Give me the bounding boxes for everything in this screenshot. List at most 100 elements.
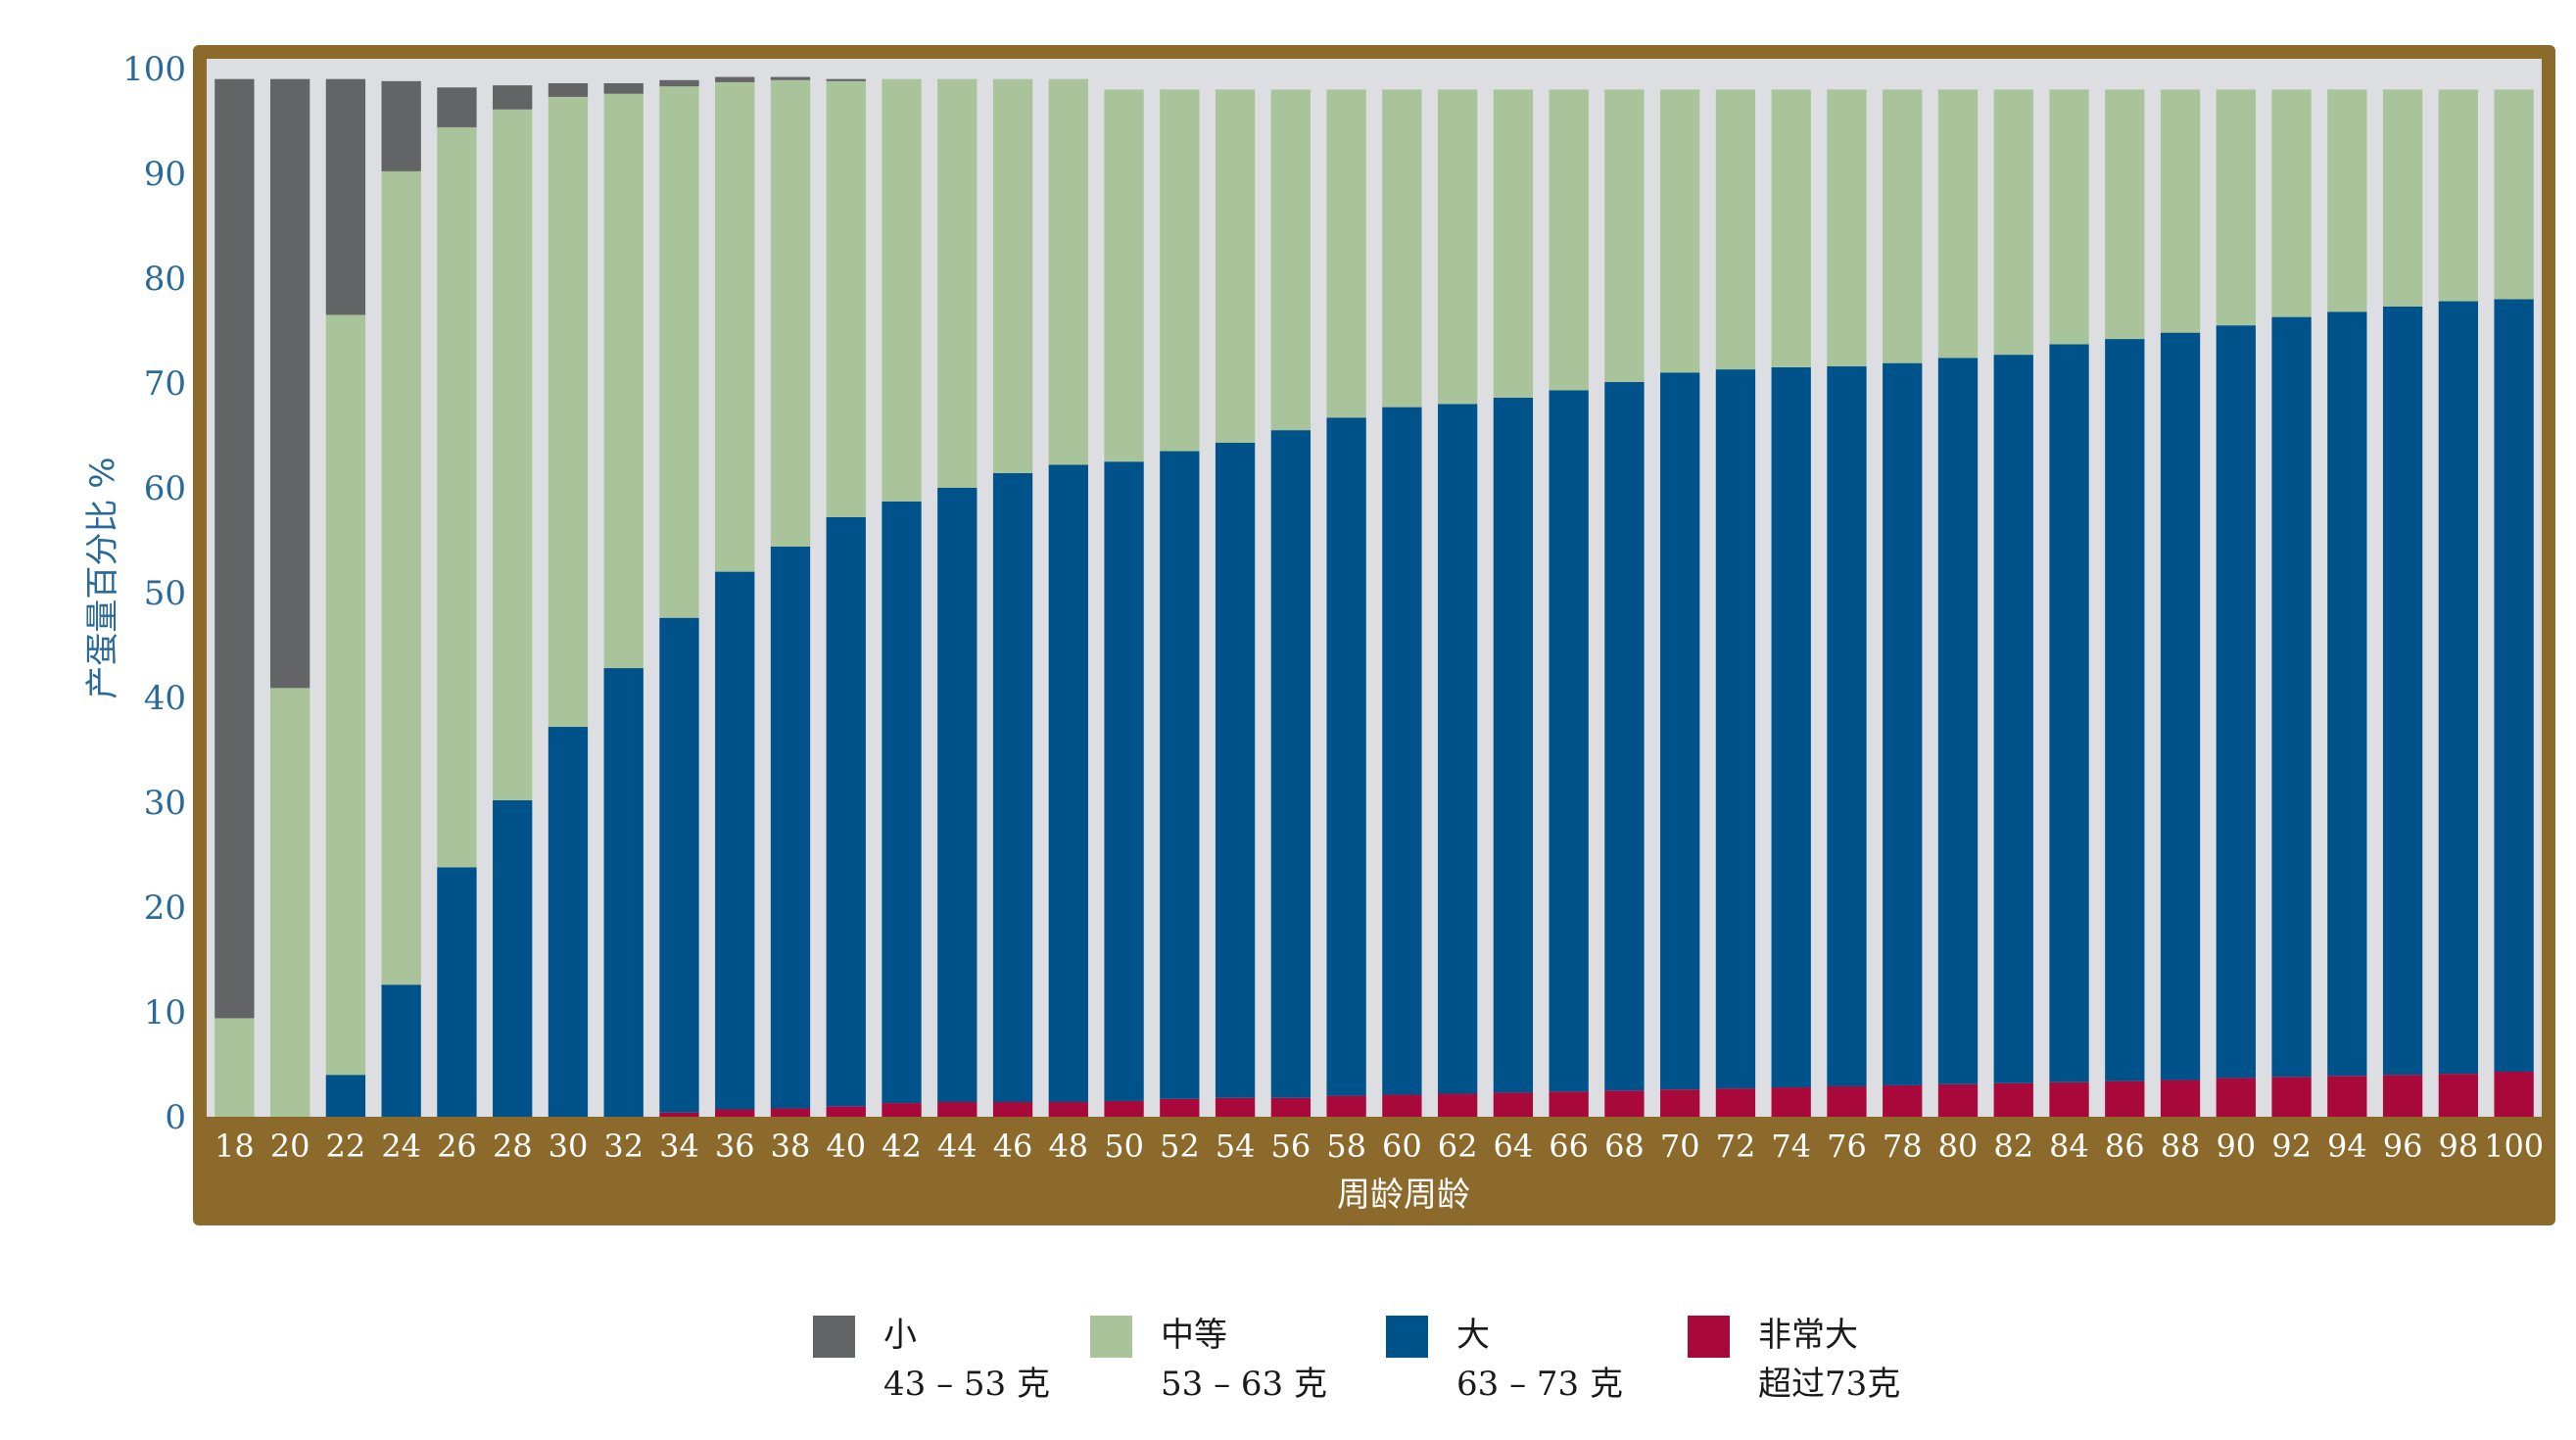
- bar-segment-medium-78: [1883, 89, 1923, 363]
- bar-segment-large-24: [381, 984, 421, 1117]
- bar-segment-xlarge-58: [1326, 1095, 1366, 1117]
- legend-label: 大: [1456, 1316, 1490, 1355]
- bar-segment-medium-100: [2494, 89, 2534, 300]
- y-tick-label: 50: [144, 574, 186, 613]
- bar-segment-medium-28: [493, 109, 533, 800]
- bar-segment-large-46: [992, 473, 1033, 1103]
- y-axis-tick-labels: 0 10 20 30 40 50 60 70 80 90 100: [122, 50, 186, 1137]
- bar-segment-medium-62: [1437, 89, 1478, 405]
- bar-segment-xlarge-84: [2049, 1081, 2089, 1117]
- bar-segment-medium-86: [2105, 89, 2145, 340]
- x-tick-label: 24: [381, 1128, 421, 1165]
- bar-segment-medium-72: [1715, 89, 1756, 370]
- legend-label: 中等: [1161, 1316, 1227, 1355]
- legend-swatch-medium: [1090, 1316, 1132, 1358]
- x-tick-label: 80: [1938, 1128, 1979, 1165]
- x-tick-label: 100: [2484, 1128, 2544, 1165]
- bar-segment-xlarge-86: [2105, 1080, 2145, 1117]
- x-tick-label: 22: [326, 1128, 366, 1165]
- bar-segment-medium-76: [1827, 89, 1867, 366]
- bar-segment-large-38: [770, 546, 811, 1109]
- bar-segment-medium-42: [882, 78, 922, 502]
- bar-segment-medium-98: [2438, 89, 2479, 302]
- bar-segment-large-40: [826, 516, 866, 1107]
- x-tick-label: 20: [270, 1128, 310, 1165]
- bar-segment-xlarge-36: [715, 1109, 755, 1117]
- x-tick-label: 70: [1660, 1128, 1700, 1165]
- x-tick-label: 88: [2161, 1128, 2201, 1165]
- bar-segment-large-34: [659, 617, 699, 1113]
- x-tick-label: 98: [2439, 1128, 2479, 1165]
- bar-segment-medium-96: [2382, 89, 2423, 307]
- legend-range: 超过73克: [1758, 1365, 1901, 1404]
- legend-range: 43 – 53 克: [883, 1365, 1050, 1404]
- x-tick-label: 90: [2216, 1128, 2256, 1165]
- bar-segment-small-32: [603, 82, 644, 94]
- x-tick-label: 26: [437, 1128, 477, 1165]
- bar-segment-large-90: [2216, 325, 2256, 1079]
- bar-segment-large-32: [603, 668, 644, 1117]
- bar-segment-medium-18: [215, 1018, 255, 1117]
- y-axis-label: 产蛋量百分比 %: [83, 456, 122, 698]
- x-tick-label: 46: [993, 1128, 1033, 1165]
- x-tick-label: 96: [2383, 1128, 2423, 1165]
- bar-segment-medium-82: [1993, 89, 2033, 356]
- bar-segment-small-34: [659, 79, 699, 87]
- bar-segment-large-76: [1827, 365, 1867, 1086]
- bar-segment-xlarge-82: [1993, 1082, 2033, 1117]
- bar-segment-medium-92: [2271, 89, 2312, 317]
- y-tick-label: 0: [165, 1098, 186, 1137]
- bar-segment-medium-74: [1771, 89, 1811, 367]
- bar-segment-xlarge-70: [1660, 1089, 1700, 1117]
- bar-segment-xlarge-98: [2438, 1074, 2479, 1117]
- x-tick-label: 36: [715, 1128, 755, 1165]
- bars-group: [215, 76, 2534, 1117]
- bar-segment-xlarge-60: [1382, 1094, 1422, 1117]
- x-tick-label: 66: [1549, 1128, 1589, 1165]
- bar-segment-medium-38: [770, 79, 811, 547]
- x-tick-label: 44: [937, 1128, 978, 1165]
- bar-segment-xlarge-64: [1493, 1092, 1534, 1117]
- bar-segment-large-82: [1993, 355, 2033, 1083]
- bar-segment-medium-34: [659, 86, 699, 618]
- x-tick-label: 40: [826, 1128, 866, 1165]
- legend-swatch-small: [813, 1316, 855, 1358]
- bar-segment-large-64: [1493, 397, 1534, 1093]
- bar-segment-medium-58: [1326, 89, 1366, 418]
- bar-segment-large-28: [493, 799, 533, 1117]
- bar-segment-xlarge-62: [1437, 1093, 1478, 1117]
- x-tick-label: 18: [215, 1128, 255, 1165]
- bar-segment-small-26: [437, 87, 477, 127]
- bar-segment-large-92: [2271, 316, 2312, 1078]
- bar-segment-large-80: [1937, 358, 1979, 1084]
- bar-segment-large-62: [1437, 404, 1478, 1094]
- y-tick-label: 100: [122, 50, 186, 89]
- bar-segment-large-30: [548, 726, 589, 1117]
- bar-segment-xlarge-88: [2160, 1080, 2201, 1117]
- bar-segment-medium-54: [1215, 89, 1256, 443]
- bar-segment-large-98: [2438, 301, 2479, 1075]
- x-tick-label: 50: [1104, 1128, 1144, 1165]
- bar-segment-large-68: [1604, 381, 1645, 1091]
- bar-segment-large-36: [715, 571, 755, 1110]
- bar-segment-xlarge-52: [1160, 1098, 1200, 1117]
- x-tick-label: 58: [1326, 1128, 1366, 1165]
- bar-segment-medium-46: [992, 78, 1033, 474]
- legend-label: 非常大: [1758, 1316, 1858, 1355]
- x-tick-label: 52: [1160, 1128, 1200, 1165]
- x-axis-tick-labels: 18 20 22 24 26 28 30 32 34 36 38 40 42 44 46 48 50 52 54 56…: [215, 1128, 2544, 1165]
- legend-range: 63 – 73 克: [1456, 1365, 1623, 1404]
- legend: 小 43 – 53 克 中等 53 – 63 克 大 63 – 73 克 非常大…: [813, 1308, 2282, 1425]
- x-tick-label: 86: [2105, 1128, 2145, 1165]
- bar-segment-large-54: [1215, 442, 1256, 1098]
- bar-segment-xlarge-46: [992, 1102, 1033, 1117]
- bar-segment-large-48: [1048, 464, 1088, 1103]
- x-tick-label: 48: [1048, 1128, 1088, 1165]
- bar-segment-large-44: [937, 488, 978, 1103]
- bar-segment-small-28: [493, 85, 533, 110]
- bar-segment-xlarge-96: [2382, 1075, 2423, 1117]
- bar-segment-small-18: [215, 78, 255, 1019]
- bar-segment-medium-60: [1382, 89, 1422, 408]
- bar-segment-small-40: [826, 78, 866, 81]
- bar-segment-large-70: [1660, 372, 1700, 1090]
